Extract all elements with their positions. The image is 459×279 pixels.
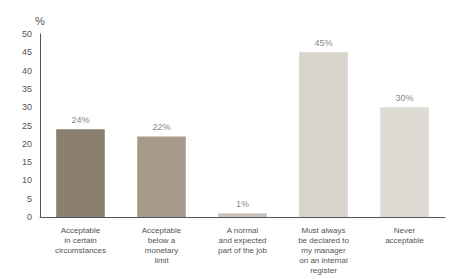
svg-text:circumstances: circumstances bbox=[55, 246, 106, 255]
svg-text:25: 25 bbox=[22, 121, 32, 131]
svg-text:Acceptable: Acceptable bbox=[61, 226, 101, 235]
svg-text:30%: 30% bbox=[395, 93, 413, 103]
svg-text:acceptable: acceptable bbox=[385, 236, 424, 245]
svg-text:limit: limit bbox=[154, 256, 169, 265]
svg-text:45%: 45% bbox=[314, 38, 332, 48]
svg-text:24%: 24% bbox=[71, 115, 89, 125]
svg-text:part of the job: part of the job bbox=[218, 246, 267, 255]
svg-text:monetary: monetary bbox=[145, 246, 178, 255]
svg-text:15: 15 bbox=[22, 157, 32, 167]
svg-text:my manager: my manager bbox=[301, 246, 346, 255]
svg-text:35: 35 bbox=[22, 84, 32, 94]
svg-text:50: 50 bbox=[22, 29, 32, 39]
svg-text:20: 20 bbox=[22, 139, 32, 149]
svg-text:5: 5 bbox=[27, 194, 32, 204]
svg-text:register: register bbox=[310, 266, 337, 275]
svg-text:in certain: in certain bbox=[64, 236, 96, 245]
svg-text:40: 40 bbox=[22, 66, 32, 76]
svg-text:45: 45 bbox=[22, 47, 32, 57]
svg-text:Never: Never bbox=[394, 226, 416, 235]
svg-text:1%: 1% bbox=[236, 199, 249, 209]
svg-text:on an internal: on an internal bbox=[299, 256, 348, 265]
svg-text:below a: below a bbox=[148, 236, 176, 245]
svg-text:30: 30 bbox=[22, 102, 32, 112]
svg-text:A normal: A normal bbox=[227, 226, 259, 235]
svg-text:be declared to: be declared to bbox=[298, 236, 349, 245]
svg-text:10: 10 bbox=[22, 175, 32, 185]
svg-text:Must always: Must always bbox=[301, 226, 345, 235]
svg-text:and expected: and expected bbox=[218, 236, 266, 245]
svg-text:Acceptable: Acceptable bbox=[142, 226, 182, 235]
svg-text:0: 0 bbox=[27, 212, 32, 222]
svg-text:%: % bbox=[35, 15, 45, 27]
svg-text:22%: 22% bbox=[152, 122, 170, 132]
